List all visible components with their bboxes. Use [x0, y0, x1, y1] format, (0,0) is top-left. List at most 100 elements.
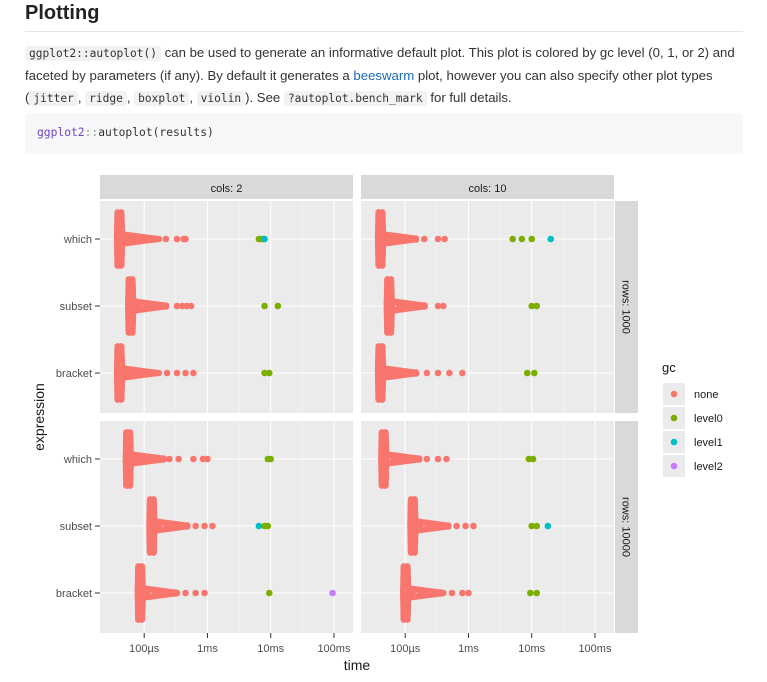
facet-strip-col: [361, 175, 614, 199]
data-point: [134, 235, 142, 243]
data-point: [266, 589, 273, 597]
data-point: [267, 455, 275, 463]
legend-swatch: [670, 414, 678, 422]
data-point: [138, 369, 145, 377]
x-tick-label: 10ms: [518, 643, 545, 655]
separator: ,: [77, 90, 86, 105]
data-point: [434, 522, 442, 530]
data-point: [439, 302, 447, 310]
data-point: [453, 522, 460, 530]
data-point: [182, 589, 189, 597]
data-point: [134, 302, 142, 310]
data-point: [527, 589, 534, 597]
data-point: [404, 302, 412, 310]
data-point: [399, 455, 406, 463]
section-heading: Plotting: [25, 2, 100, 24]
data-point: [182, 522, 189, 530]
beeswarm-link[interactable]: beeswarm: [353, 68, 415, 83]
data-point: [533, 522, 541, 530]
legend-label: none: [694, 389, 718, 401]
paragraph-text: plot, however you can also specify other…: [25, 68, 713, 105]
data-point: [459, 589, 466, 597]
code-call: autoplot(results): [98, 126, 214, 139]
code-ridge: ridge: [85, 91, 127, 106]
code-block: ggplot2::autoplot(results): [25, 113, 743, 154]
y-tick-label: bracket: [56, 588, 92, 600]
data-point: [407, 549, 415, 556]
data-point: [544, 522, 552, 530]
data-point: [395, 302, 403, 310]
data-point: [146, 549, 154, 556]
x-tick-label: 1ms: [458, 643, 479, 655]
data-point: [129, 235, 136, 243]
data-point: [201, 522, 208, 530]
x-axis-title: time: [344, 657, 371, 673]
data-point: [385, 235, 393, 243]
x-tick-label: 100µs: [390, 643, 421, 655]
data-point: [384, 329, 391, 336]
data-point: [509, 235, 516, 243]
paragraph-text: for full details.: [426, 90, 512, 105]
data-point: [528, 235, 536, 243]
data-point: [125, 329, 133, 336]
data-point: [190, 455, 197, 463]
separator: ,: [189, 90, 197, 105]
facet-strip-col: [100, 175, 353, 199]
data-point: [547, 235, 555, 243]
data-point: [418, 589, 425, 597]
data-point: [528, 302, 536, 310]
data-point: [155, 369, 163, 377]
plot-panel: [361, 421, 614, 633]
code-boxplot: boxplot: [134, 91, 190, 106]
data-point: [145, 369, 153, 377]
data-point: [446, 369, 453, 377]
data-point: [153, 589, 161, 597]
legend-swatch: [670, 438, 678, 446]
data-point: [416, 522, 424, 530]
data-point: [411, 235, 418, 243]
code-violin: violin: [196, 91, 246, 106]
data-point: [201, 589, 208, 597]
legend-label: level1: [694, 437, 723, 449]
y-tick-label: which: [63, 454, 92, 466]
data-point: [143, 302, 151, 310]
data-point: [274, 302, 282, 310]
data-point: [523, 369, 531, 377]
facet-strip-row: [615, 201, 638, 413]
y-axis-title: expression: [31, 383, 47, 451]
data-point: [400, 616, 408, 623]
data-point: [434, 369, 442, 377]
data-point: [375, 262, 382, 269]
x-tick-label: 100ms: [317, 643, 351, 655]
data-point: [163, 589, 171, 597]
data-point: [470, 522, 477, 530]
data-point: [173, 235, 181, 243]
data-point: [443, 522, 450, 530]
x-tick-label: 100µs: [129, 643, 160, 655]
data-point: [163, 522, 171, 530]
data-point: [414, 455, 422, 463]
data-point: [114, 396, 121, 403]
data-point: [395, 369, 403, 377]
description-paragraph: ggplot2::autoplot() can be used to gener…: [25, 42, 745, 110]
data-point: [124, 235, 132, 243]
legend-swatch: [670, 390, 678, 398]
data-point: [434, 455, 442, 463]
data-point: [439, 589, 447, 597]
data-point: [123, 482, 130, 489]
data-point: [261, 302, 268, 310]
data-point: [131, 369, 138, 377]
data-point: [448, 589, 456, 597]
data-point: [155, 235, 163, 243]
data-point: [459, 369, 466, 377]
data-point: [434, 302, 442, 310]
heading-rule: [25, 31, 743, 32]
facet-label-col: cols: 10: [469, 183, 507, 195]
data-point: [378, 482, 386, 489]
data-point: [173, 302, 181, 310]
code-package: ggplot2: [37, 126, 85, 139]
data-point: [114, 262, 121, 269]
data-point: [423, 369, 431, 377]
data-point: [135, 616, 142, 623]
data-point: [163, 369, 171, 377]
